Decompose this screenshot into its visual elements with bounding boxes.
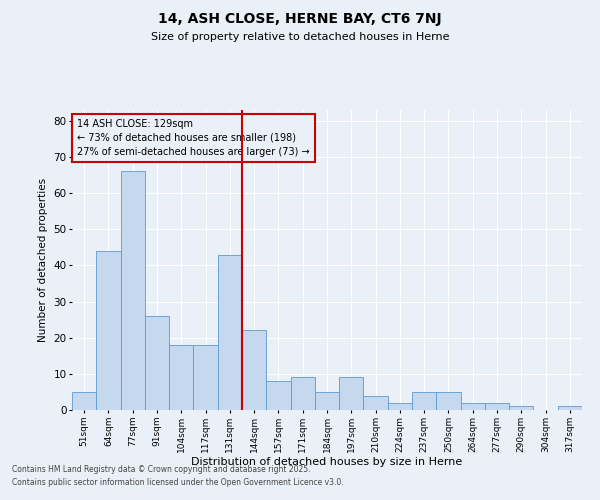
Bar — [121, 172, 145, 410]
Bar — [72, 392, 96, 410]
Bar — [461, 403, 485, 410]
Bar — [485, 403, 509, 410]
Bar — [558, 406, 582, 410]
Text: 14 ASH CLOSE: 129sqm
← 73% of detached houses are smaller (198)
27% of semi-deta: 14 ASH CLOSE: 129sqm ← 73% of detached h… — [77, 119, 310, 157]
Text: Contains public sector information licensed under the Open Government Licence v3: Contains public sector information licen… — [12, 478, 344, 487]
Bar — [193, 345, 218, 410]
X-axis label: Distribution of detached houses by size in Herne: Distribution of detached houses by size … — [191, 458, 463, 468]
Text: 14, ASH CLOSE, HERNE BAY, CT6 7NJ: 14, ASH CLOSE, HERNE BAY, CT6 7NJ — [158, 12, 442, 26]
Bar — [339, 378, 364, 410]
Y-axis label: Number of detached properties: Number of detached properties — [38, 178, 48, 342]
Bar — [145, 316, 169, 410]
Bar — [169, 345, 193, 410]
Bar — [412, 392, 436, 410]
Bar — [315, 392, 339, 410]
Bar — [436, 392, 461, 410]
Bar — [364, 396, 388, 410]
Bar — [266, 381, 290, 410]
Bar — [509, 406, 533, 410]
Bar — [388, 403, 412, 410]
Bar — [96, 251, 121, 410]
Bar — [242, 330, 266, 410]
Bar — [218, 254, 242, 410]
Bar — [290, 378, 315, 410]
Text: Contains HM Land Registry data © Crown copyright and database right 2025.: Contains HM Land Registry data © Crown c… — [12, 466, 311, 474]
Text: Size of property relative to detached houses in Herne: Size of property relative to detached ho… — [151, 32, 449, 42]
